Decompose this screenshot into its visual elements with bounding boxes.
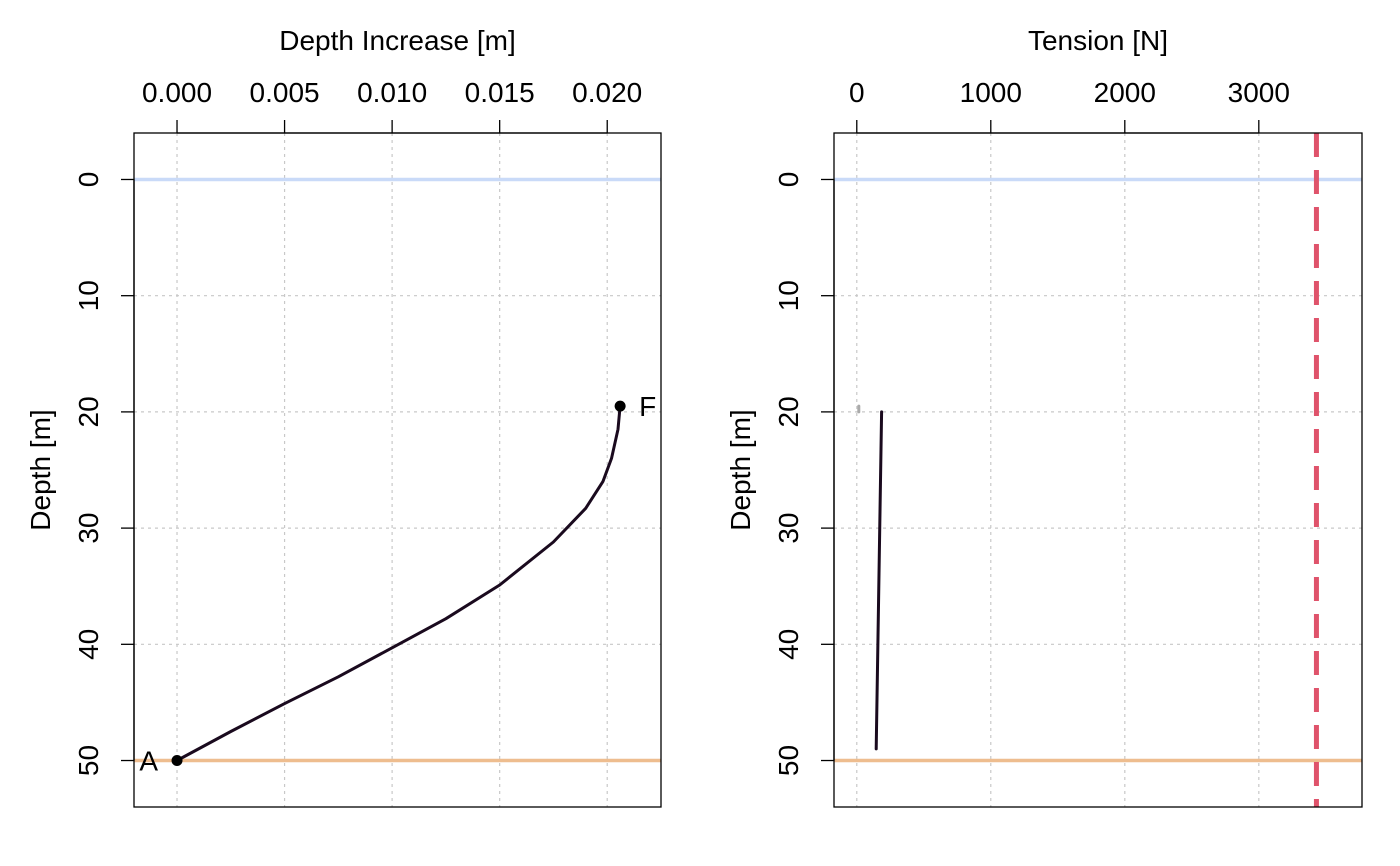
y-tick-label: 0 — [773, 172, 804, 188]
series-line-0 — [175, 404, 622, 762]
marker-label-a: A — [139, 746, 158, 777]
x-tick-label: 0.010 — [357, 77, 427, 108]
y-axis-label: Depth [m] — [725, 409, 756, 530]
x-tick-label: 0.005 — [250, 77, 320, 108]
y-tick-label: 50 — [773, 745, 804, 776]
y-tick-label: 40 — [773, 629, 804, 660]
x-tick-label: 0 — [849, 77, 865, 108]
y-tick-label: 30 — [73, 513, 104, 544]
y-tick-label: 20 — [773, 396, 804, 427]
markers-layer: AF — [139, 391, 656, 776]
y-tick-label: 30 — [773, 513, 804, 544]
x-axis-label: Tension [N] — [1028, 25, 1168, 56]
y-axis-label: Depth [m] — [25, 409, 56, 530]
x-tick-label: 2000 — [1094, 77, 1156, 108]
marker-label-f: F — [639, 391, 656, 422]
panel-depth-increase: AF 0.000 0.005 0.010 0.015 0.020 01020304050… — [25, 25, 662, 808]
y-tick-label: 0 — [73, 172, 104, 188]
y-tick-label: 40 — [73, 629, 104, 660]
x-tick-label: 3000 — [1228, 77, 1290, 108]
x-tick-label: 1000 — [960, 77, 1022, 108]
series-layer — [857, 404, 884, 751]
y-tick-label: 20 — [73, 396, 104, 427]
y-tick-label: 10 — [773, 280, 804, 311]
series-layer — [175, 404, 622, 762]
grid — [134, 133, 661, 807]
x-axis-ticks: 0.000 0.005 0.010 0.015 0.020 — [142, 77, 642, 134]
panel-tension: 0 1000 2000 3000 0 10 20 30 40 50 Tension [N] De… — [725, 25, 1363, 808]
marker-point-a — [171, 755, 183, 767]
y-axis-ticks: 0 10 20 30 40 50 — [773, 172, 835, 776]
grid — [834, 133, 1362, 807]
x-tick-label: 0.020 — [572, 77, 642, 108]
reference-lines — [134, 177, 661, 763]
x-tick-label: 0.000 — [142, 77, 212, 108]
x-axis-label: Depth Increase [m] — [279, 25, 516, 56]
x-axis-ticks: 0 1000 2000 3000 — [849, 77, 1290, 134]
y-axis-ticks: 0 10 20 30 40 50 — [73, 172, 135, 776]
x-tick-label: 0.015 — [465, 77, 535, 108]
marker-point-f — [614, 400, 626, 412]
series-line-0 — [874, 410, 884, 751]
reference-lines — [834, 133, 1362, 807]
plot-frame — [133, 132, 662, 808]
plot-frame — [833, 132, 1363, 808]
y-tick-label: 10 — [73, 280, 104, 311]
y-tick-label: 50 — [73, 745, 104, 776]
